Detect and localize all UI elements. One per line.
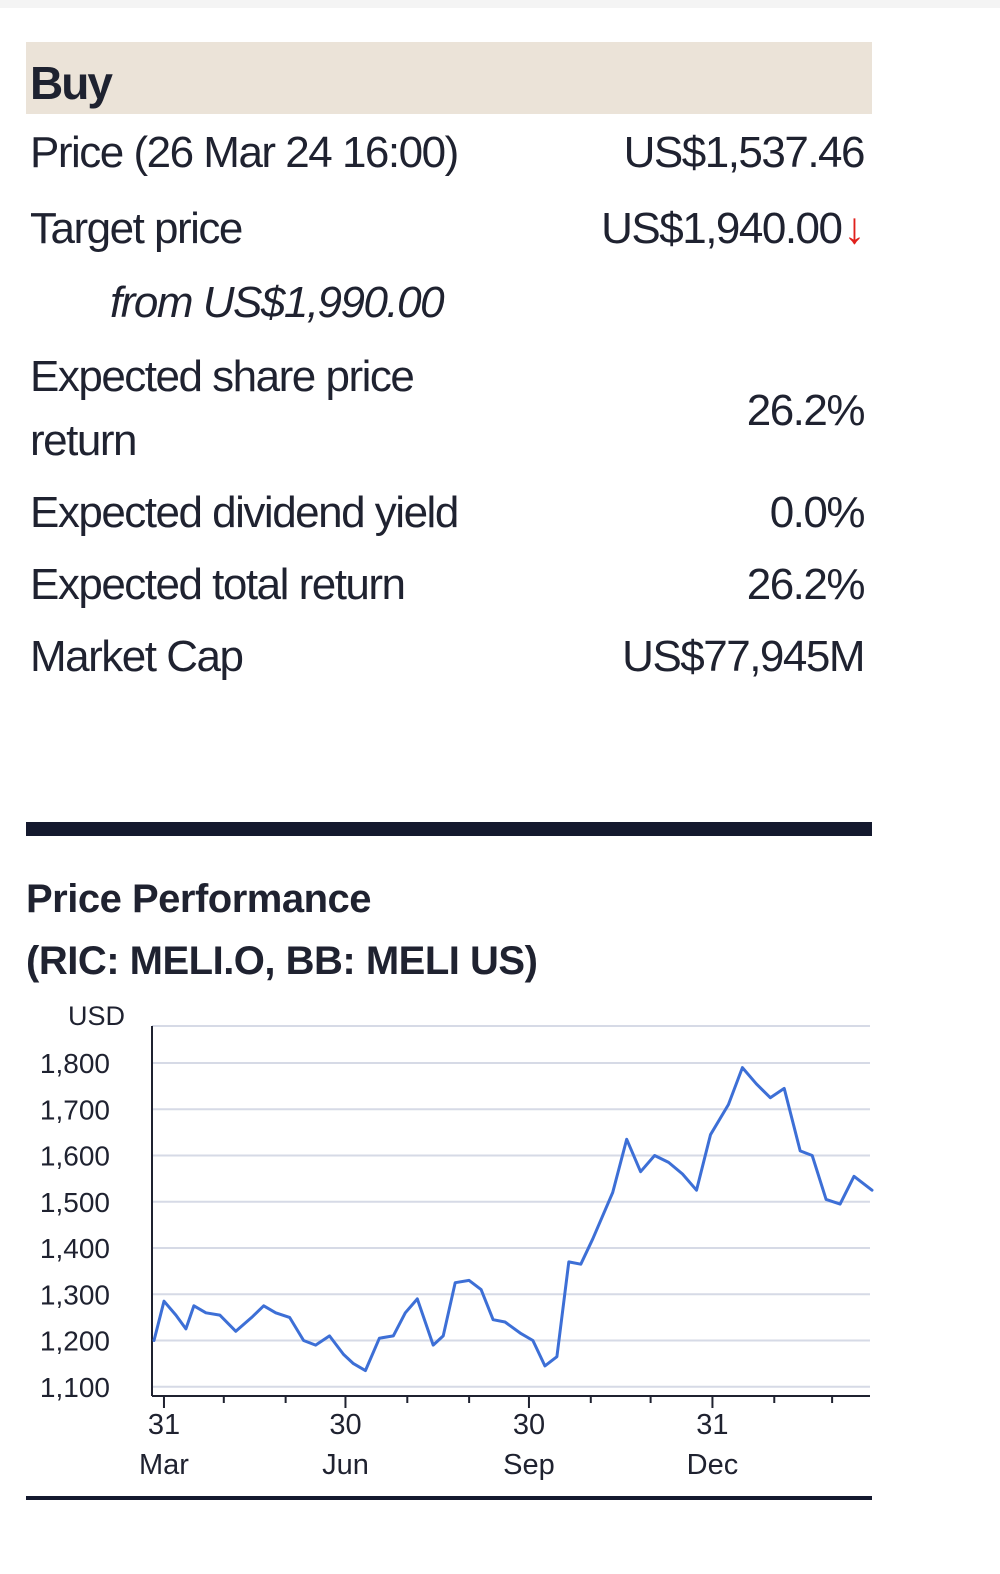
target-price-value-wrap: US$1,940.00↓ (601, 204, 866, 254)
x-tick-month: Jun (322, 1449, 369, 1481)
top-strip (0, 0, 1000, 8)
arrow-down-icon: ↓ (843, 204, 866, 253)
chart-grid (152, 1025, 870, 1388)
y-tick-label: 1,500 (40, 1187, 110, 1218)
x-tick-month: Sep (503, 1449, 555, 1481)
rating-label: Buy (30, 57, 113, 109)
dividend-yield-value: 0.0% (769, 488, 866, 537)
x-tick-month: Mar (139, 1449, 189, 1481)
bottom-rule (26, 1496, 872, 1500)
y-tick-label: 1,800 (40, 1048, 110, 1079)
chart-title-line2: (RIC: MELI.O, BB: MELI US) (26, 939, 538, 983)
price-line (152, 1066, 874, 1373)
y-tick-label: 1,600 (40, 1141, 110, 1172)
y-tick-label: 1,400 (40, 1233, 110, 1264)
x-tick-day: 31 (696, 1409, 728, 1441)
y-tick-label: 1,100 (40, 1372, 110, 1403)
x-tick-month: Dec (687, 1449, 739, 1481)
y-axis-ticks: 1,100 1,200 1,300 1,400 1,500 1,600 1,700 1,800 (40, 1048, 110, 1403)
section-divider (26, 822, 872, 836)
price-label: Price (26 Mar 24 16:00) (30, 128, 459, 177)
y-tick-label: 1,700 (40, 1094, 110, 1125)
x-tick-day: 30 (329, 1409, 361, 1441)
dividend-yield-label: Expected dividend yield (30, 488, 459, 537)
x-axis: 31 Mar 30 Jun 30 Sep 31 Dec (139, 1026, 870, 1481)
rating-header: Buy (26, 42, 872, 114)
expected-share-return-label-line1: Expected share price (30, 352, 415, 401)
y-axis-label: USD (68, 1001, 125, 1031)
x-tick-day: 30 (513, 1409, 545, 1441)
y-tick-label: 1,300 (40, 1279, 110, 1310)
previous-target-price: from US$1,990.00 (110, 278, 445, 327)
target-price-value: US$1,940.00 (601, 204, 843, 253)
x-tick-day: 31 (148, 1409, 180, 1441)
price-value: US$1,537.46 (623, 128, 866, 177)
y-tick-label: 1,200 (40, 1326, 110, 1357)
total-return-value: 26.2% (746, 560, 866, 609)
expected-share-return-label-line2: return (30, 416, 137, 465)
expected-share-return-value: 26.2% (746, 386, 866, 435)
target-price-label: Target price (30, 204, 243, 253)
market-cap-label: Market Cap (30, 632, 244, 681)
chart-title: Price Performance (RIC: MELI.O, BB: MELI… (26, 868, 538, 992)
market-cap-value: US$77,945M (622, 632, 865, 681)
chart-series (152, 1066, 874, 1373)
total-return-label: Expected total return (30, 560, 406, 609)
chart-title-line1: Price Performance (26, 877, 372, 921)
